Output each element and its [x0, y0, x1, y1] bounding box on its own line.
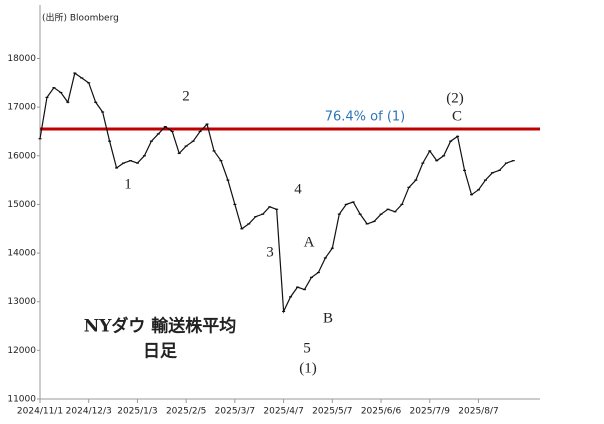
y-tick-label: 15000 [7, 200, 36, 210]
y-tick-label: 16000 [7, 151, 36, 161]
x-tick-label: 2024/12/3 [66, 407, 112, 417]
chart-subtitle: 日足 [143, 342, 177, 362]
price-line [39, 72, 514, 314]
x-tick-label: 2025/8/7 [458, 407, 498, 417]
y-tick-label: 18000 [7, 54, 36, 64]
reference-label: 76.4% of (1) [325, 110, 406, 125]
y-tick-label: 17000 [7, 103, 36, 113]
x-tick-label: 2025/5/7 [312, 407, 352, 417]
wave-label: 4 [294, 181, 302, 197]
x-tick-label: 2024/11/1 [17, 407, 63, 417]
chart-title: NYダウ 輸送株平均 [84, 316, 237, 337]
y-tick-label: 14000 [7, 249, 36, 259]
wave-label: (2) [446, 90, 464, 106]
wave-label: C [452, 108, 462, 124]
x-tick-label: 2025/6/6 [361, 407, 402, 417]
x-tick-label: 2025/2/5 [166, 407, 206, 417]
x-tick-label: 2025/7/9 [410, 407, 451, 417]
wave-label: 5 [303, 340, 311, 356]
x-tick-label: 2025/3/7 [215, 407, 255, 417]
wave-label: 2 [182, 88, 190, 104]
x-tick-label: 2025/4/7 [263, 407, 303, 417]
wave-label: 3 [266, 244, 274, 260]
wave-label: 1 [124, 176, 132, 192]
y-tick-label: 12000 [7, 346, 36, 356]
x-tick-label: 2025/1/3 [117, 407, 157, 417]
wave-label: B [323, 310, 333, 326]
y-tick-label: 11000 [7, 395, 36, 405]
y-tick-label: 13000 [7, 297, 36, 307]
wave-label: (1) [299, 360, 317, 376]
wave-label: A [304, 234, 315, 250]
source: (出所) Bloomberg [42, 12, 119, 24]
